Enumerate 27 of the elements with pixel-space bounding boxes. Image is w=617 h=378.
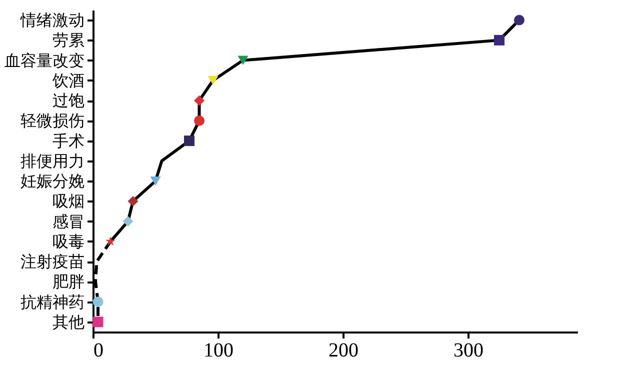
y-tick-label: 饮酒 xyxy=(52,72,84,90)
x-tick-label: 300 xyxy=(454,340,484,362)
y-tick-label: 吸毒 xyxy=(52,232,84,251)
y-tick-label: 手术 xyxy=(52,132,84,150)
y-tick-label: 肥胖 xyxy=(52,274,84,292)
y-tick-label: 感冒 xyxy=(52,212,84,231)
y-tick-label: 情绪激动 xyxy=(20,12,84,30)
y-tick-label: 排便用力 xyxy=(20,152,84,170)
y-tick-label: 抗精神药 xyxy=(20,293,84,312)
point xyxy=(92,316,104,328)
x-tick-label: 100 xyxy=(204,340,234,362)
y-tick-label: 血容量改变 xyxy=(4,52,84,70)
y-tick-label: 过饱 xyxy=(52,92,84,110)
point xyxy=(238,56,248,65)
point xyxy=(184,136,194,146)
point xyxy=(106,236,116,246)
point xyxy=(208,76,218,85)
x-tick-label: 0 xyxy=(94,340,104,362)
y-tick-label: 妊娠分娩 xyxy=(20,174,84,191)
y-tick-label: 注射疫苗 xyxy=(20,253,84,272)
x-tick-label: 200 xyxy=(328,340,358,362)
point xyxy=(128,196,138,206)
point xyxy=(150,176,161,186)
y-tick-label: 其他 xyxy=(52,313,84,332)
y-tick-label: 吸烟 xyxy=(52,194,84,211)
y-tick-label: 劳累 xyxy=(52,32,84,50)
y-tick-label: 轻微损伤 xyxy=(20,113,84,130)
